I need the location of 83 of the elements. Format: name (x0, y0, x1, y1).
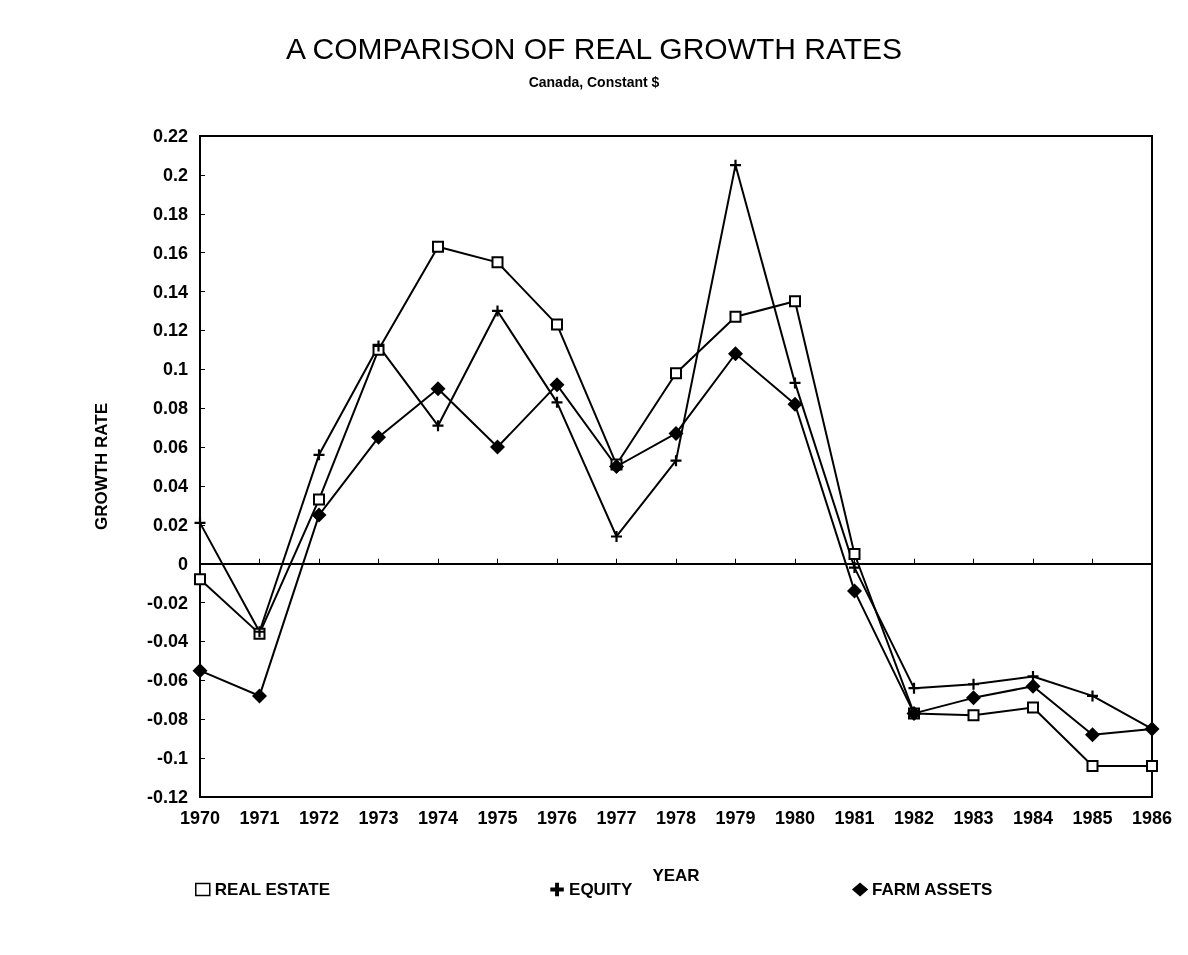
y-axis-title: GROWTH RATE (92, 402, 111, 531)
x-tick-label: 1977 (596, 808, 637, 828)
y-tick-label: 0.1 (162, 359, 188, 380)
point (968, 678, 979, 690)
y-tick-label: 0.2 (162, 164, 188, 185)
point (1086, 759, 1099, 772)
x-tick-label: 1979 (715, 808, 756, 828)
y-tick-label: 0.06 (152, 437, 188, 458)
point (549, 377, 565, 393)
point (849, 562, 860, 574)
x-tick-label: 1971 (239, 808, 280, 828)
y-tick-label: 0.18 (152, 203, 188, 224)
y-tick-label: 0.22 (152, 126, 188, 146)
legend-label: EQUITY (569, 880, 633, 899)
legend-label: REAL ESTATE (214, 880, 330, 899)
point (490, 439, 505, 455)
x-tick-label: 1978 (655, 808, 697, 828)
x-tick-label: 1973 (358, 808, 399, 828)
point (192, 663, 208, 679)
y-tick-label: 0.14 (152, 281, 188, 302)
y-tick-label: -0.02 (146, 592, 188, 613)
y-tick-label: 0 (177, 553, 188, 574)
y-tick-label: -0.08 (146, 709, 188, 730)
y-tick-label: -0.12 (146, 787, 188, 807)
point (670, 455, 682, 467)
point (908, 682, 920, 694)
point (611, 530, 622, 542)
point (670, 367, 682, 380)
point (1085, 727, 1100, 743)
point (1087, 690, 1098, 702)
point (789, 295, 801, 308)
point (789, 377, 801, 389)
point (373, 340, 384, 352)
point (432, 420, 444, 432)
x-tick-label: 1982 (893, 808, 935, 828)
point (432, 240, 444, 253)
y-tick-label: 0.04 (152, 475, 188, 496)
point (1027, 701, 1039, 714)
chart-title: A COMPARISON OF REAL GROWTH RATES (285, 31, 903, 65)
legend-label: FARM ASSETS (872, 880, 993, 899)
point (313, 493, 325, 506)
x-tick-label: 1976 (536, 808, 578, 828)
x-tick-label: 1984 (1012, 808, 1054, 828)
point (551, 318, 563, 331)
point (492, 305, 503, 317)
x-tick-label: 1972 (298, 808, 340, 828)
point (371, 429, 386, 445)
point (787, 396, 803, 412)
point (551, 396, 563, 408)
x-tick-label: 1983 (953, 808, 994, 828)
x-tick-label: 1986 (1131, 808, 1173, 828)
point (966, 690, 981, 706)
point (1025, 678, 1041, 694)
point (847, 583, 862, 599)
point (728, 346, 743, 362)
point (967, 709, 980, 722)
point (848, 547, 861, 560)
point (194, 573, 206, 586)
x-axis-title: YEAR (652, 866, 700, 885)
y-tick-label: -0.06 (146, 670, 188, 691)
y-tick-label: 0.02 (152, 514, 188, 535)
point (194, 517, 206, 529)
point (491, 256, 504, 269)
point (729, 310, 742, 323)
x-tick-label: 1975 (477, 808, 518, 828)
point (730, 159, 741, 171)
y-tick-label: 0.12 (152, 320, 188, 341)
x-tick-label: 1974 (417, 808, 459, 828)
x-tick-label: 1970 (179, 808, 221, 828)
y-tick-label: -0.04 (146, 631, 188, 652)
chart-subtitle: Canada, Constant $ (528, 74, 660, 90)
x-tick-label: 1985 (1072, 808, 1113, 828)
point (1146, 759, 1158, 772)
point (252, 688, 267, 704)
point (430, 381, 446, 397)
point (668, 425, 684, 441)
y-tick-label: 0.08 (152, 398, 188, 419)
y-tick-label: -0.1 (156, 748, 188, 769)
x-tick-label: 1980 (774, 808, 816, 828)
point (313, 449, 325, 461)
y-tick-label: 0.16 (152, 242, 188, 263)
x-tick-label: 1981 (834, 808, 875, 828)
point (311, 507, 327, 523)
